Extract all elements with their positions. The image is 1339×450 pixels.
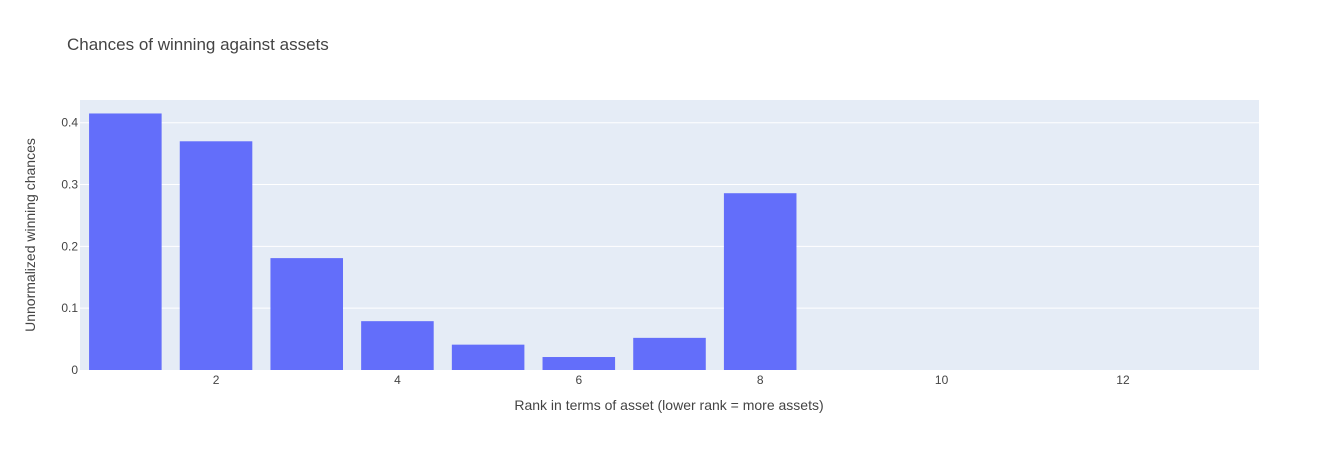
chart-title: Chances of winning against assets (67, 35, 329, 54)
bar-8 (723, 193, 797, 370)
y-tick-label: 0.2 (61, 239, 78, 253)
x-axis-ticks: 2 4 6 8 10 12 (213, 373, 1130, 387)
x-tick-label: 6 (575, 373, 582, 387)
bar-7 (633, 337, 706, 370)
x-tick-label: 8 (757, 373, 764, 387)
bar-3 (270, 258, 344, 370)
bar-1 (89, 113, 162, 370)
x-tick-label: 10 (935, 373, 949, 387)
y-tick-label: 0 (71, 363, 78, 377)
x-tick-label: 12 (1116, 373, 1130, 387)
bar-4 (361, 321, 434, 370)
x-tick-label: 2 (213, 373, 220, 387)
bar-5 (451, 344, 525, 370)
x-axis-title: Rank in terms of asset (lower rank = mor… (514, 397, 823, 413)
y-tick-label: 0.1 (61, 301, 78, 315)
y-tick-label: 0.4 (61, 116, 78, 130)
x-tick-label: 4 (394, 373, 401, 387)
bar-2 (179, 141, 253, 370)
bar-6 (542, 357, 616, 370)
gridlines (80, 122, 1259, 309)
plot-area (80, 100, 1259, 370)
y-axis-ticks: 0 0.1 0.2 0.3 0.4 (61, 116, 78, 377)
y-tick-label: 0.3 (61, 178, 78, 192)
bars (89, 113, 797, 370)
y-axis-title: Unnormalized winning chances (22, 138, 38, 332)
